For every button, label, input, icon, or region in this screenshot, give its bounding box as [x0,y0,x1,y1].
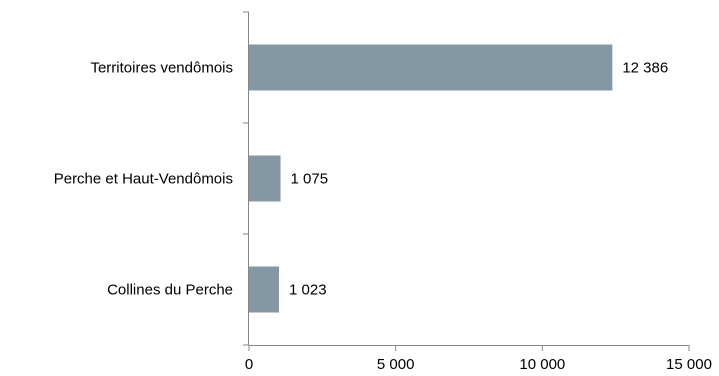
bars-group [249,44,613,313]
category-label-1: Territoires vendômois [90,60,233,77]
value-label-2: 1 075 [291,171,329,188]
value-label-1: 12 386 [622,60,668,77]
x-tick-label-0: 0 [245,356,253,373]
value-label-3: 1 023 [289,282,327,299]
x-tick-label-1: 5 000 [377,356,415,373]
category-label-2: Perche et Haut-Vendômois [54,171,233,188]
x-tick-label-2: 10 000 [519,356,565,373]
bar-3 [249,266,280,313]
category-label-3: Collines du Perche [107,282,233,299]
x-tick-label-3: 15 000 [666,356,712,373]
bar-1 [249,44,613,91]
bar-2 [249,155,281,202]
labels-group: 12 386 Territoires vendômois 1 075 Perche e… [54,60,712,374]
axes-group [243,11,690,351]
